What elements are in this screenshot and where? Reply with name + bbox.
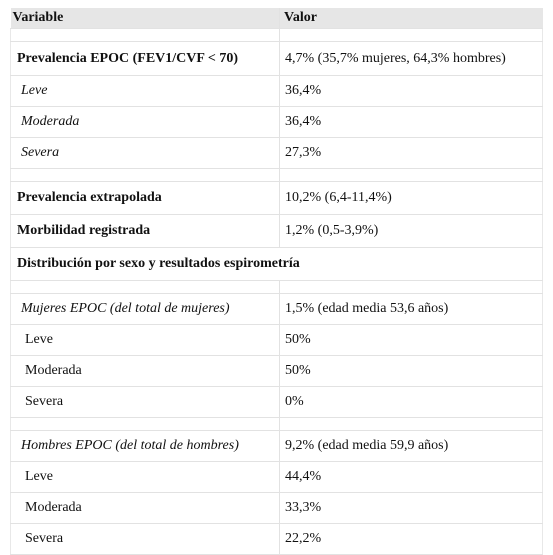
cell: 36,4% [279,106,543,138]
cell: 9,2% (edad media 59,9 años) [279,430,543,462]
row: Severa 22,2% [10,523,543,555]
cell: Morbilidad registrada [10,214,280,248]
row: Prevalencia extrapolada 10,2% (6,4-11,4%… [10,181,543,215]
row: Distribución por sexo y resultados espir… [10,247,543,281]
cell: Mujeres EPOC (del total de mujeres) [10,293,280,325]
header-cell: Variable [10,8,280,29]
cell: Moderada [10,106,280,138]
cell: Prevalencia extrapolada [10,181,280,215]
cell: Leve [10,324,280,356]
header-row: Variable Valor [10,8,543,29]
cell: 44,4% [279,461,543,493]
page: Variable Valor Prevalencia EPOC (FEV1/CV… [10,8,543,555]
row: Leve 44,4% [10,461,543,493]
row: Mujeres EPOC (del total de mujeres) 1,5%… [10,293,543,325]
cell: 22,2% [279,523,543,555]
cell: 0% [279,386,543,418]
cell: Prevalencia EPOC (FEV1/CVF < 70) [10,41,280,76]
row: Morbilidad registrada 1,2% (0,5-3,9%) [10,214,543,248]
cell: 4,7% (35,7% mujeres, 64,3% hombres) [279,41,543,76]
row: Severa 0% [10,386,543,418]
row: Prevalencia EPOC (FEV1/CVF < 70) 4,7% (3… [10,41,543,76]
cell: 1,5% (edad media 53,6 años) [279,293,543,325]
row: Severa 27,3% [10,137,543,169]
cell: Hombres EPOC (del total de hombres) [10,430,280,462]
cell: 36,4% [279,75,543,107]
cell: 50% [279,355,543,387]
row: Hombres EPOC (del total de hombres) 9,2%… [10,430,543,462]
cell: Leve [10,461,280,493]
cell: Severa [10,137,280,169]
cell: 50% [279,324,543,356]
cell: 33,3% [279,492,543,524]
header-cell: Valor [279,8,543,29]
row: Leve 50% [10,324,543,356]
cell: Leve [10,75,280,107]
cell: 1,2% (0,5-3,9%) [279,214,543,248]
cell: 10,2% (6,4-11,4%) [279,181,543,215]
cell: Moderada [10,355,280,387]
row: Leve 36,4% [10,75,543,107]
section-cell: Distribución por sexo y resultados espir… [10,247,543,281]
cell: 27,3% [279,137,543,169]
cell: Severa [10,386,280,418]
row: Moderada 33,3% [10,492,543,524]
data-table: Variable Valor Prevalencia EPOC (FEV1/CV… [10,8,543,555]
row: Moderada 36,4% [10,106,543,138]
cell: Moderada [10,492,280,524]
cell: Severa [10,523,280,555]
row: Moderada 50% [10,355,543,387]
